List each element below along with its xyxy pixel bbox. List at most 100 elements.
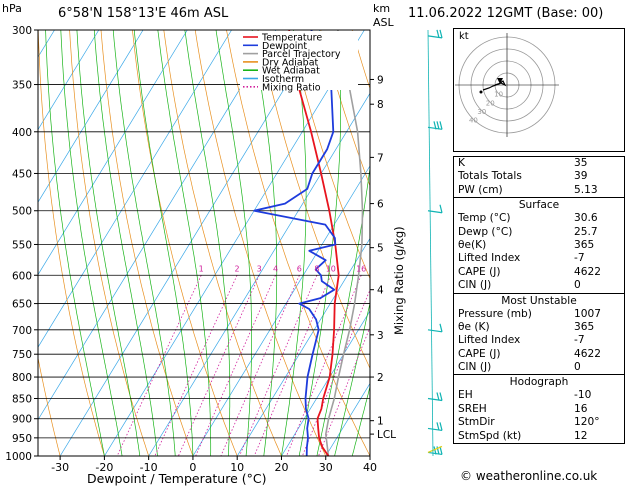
index-label: Totals Totals <box>458 170 522 183</box>
hodograph-stat-row: StmDir 120° <box>454 416 624 429</box>
mixing-ratio-label: 16 <box>356 264 366 273</box>
surface-label: Dewp (°C) <box>458 225 513 238</box>
dewpoint-profile <box>253 30 337 456</box>
altitude-tick-label: 4 <box>377 285 384 297</box>
hodograph-stat-row: SREH 16 <box>454 403 624 416</box>
dry-adiabat-line <box>288 30 370 280</box>
forecast-datetime: 11.06.2022 12GMT (Base: 00) <box>408 6 604 21</box>
surface-row: CAPE (J) 4622 <box>454 266 624 279</box>
surface-value: 30.6 <box>574 212 598 225</box>
pressure-tick-label: 800 <box>12 372 32 384</box>
surface-row: Temp (°C) 30.6 <box>454 212 624 225</box>
wind-barb <box>427 323 443 333</box>
index-value: 5.13 <box>574 183 598 196</box>
most-unstable-section-title: Most Unstable <box>454 292 624 308</box>
hodograph-ring-label: 20 <box>486 99 495 107</box>
isotherm-line <box>148 92 370 456</box>
altitude-tick-label: 1 <box>377 416 384 428</box>
index-row: Totals Totals 39 <box>454 170 624 183</box>
isotherm-line <box>38 30 100 131</box>
isotherm-line <box>59 30 321 456</box>
most-unstable-label: CIN (J) <box>458 361 492 374</box>
index-label: K <box>458 157 465 169</box>
hodograph-stat-value: 16 <box>574 402 588 415</box>
wet-adiabat-line <box>316 165 370 456</box>
pressure-tick-label: 1000 <box>5 451 32 463</box>
mixing-ratio-line <box>154 275 238 456</box>
mixing-ratio-line <box>178 275 260 456</box>
isotherm-line <box>38 30 277 421</box>
dry-adiabat-line <box>163 30 282 456</box>
wet-adiabat-line <box>112 30 176 456</box>
wind-barb <box>427 445 443 456</box>
isotherm-line <box>38 30 144 203</box>
hodograph-stat-value: -10 <box>574 389 592 402</box>
most-unstable-row: CIN (J) 0 <box>454 361 624 374</box>
surface-value: 365 <box>574 238 595 251</box>
wet-adiabat-line <box>215 30 252 456</box>
storm-motion-marker <box>497 78 503 84</box>
hodograph-stat-row: EH -10 <box>454 389 624 402</box>
mixing-ratio-line <box>253 275 332 456</box>
temperature-tick-label: -10 <box>140 461 158 474</box>
mixing-ratio-axis-title: Mixing Ratio (g/kg) <box>392 226 406 335</box>
mixing-ratio-label: 20 <box>371 264 381 273</box>
isotherm-line <box>0 30 10 456</box>
legend-entry: Dewpoint <box>262 41 307 52</box>
index-value: 39 <box>574 170 588 183</box>
most-unstable-row: Pressure (mb) 1007 <box>454 308 624 321</box>
parcel-trajectory <box>324 30 364 456</box>
most-unstable-row: θe (K) 365 <box>454 321 624 334</box>
isotherm-line <box>236 237 370 456</box>
wet-adiabat-line <box>60 30 123 456</box>
surface-section-title: Surface <box>454 197 624 212</box>
temperature-profile <box>288 30 340 456</box>
isotherm-line <box>281 310 370 456</box>
most-unstable-label: Pressure (mb) <box>458 307 532 320</box>
hodograph-stat-label: StmSpd (kt) <box>458 429 522 442</box>
altitude-tick-label: 3 <box>377 330 384 342</box>
hodograph-section-title: Hodograph <box>454 374 624 389</box>
altitude-tick-label: 7 <box>377 152 384 164</box>
altitude-tick-label: 2 <box>377 372 384 384</box>
pressure-tick-label: 900 <box>12 414 32 426</box>
pressure-tick-label: 350 <box>12 80 32 92</box>
legend-entry: Isotherm <box>262 74 304 85</box>
surface-label: Temp (°C) <box>458 212 511 225</box>
pressure-tick-label: 850 <box>12 393 32 405</box>
temperature-tick-label: 10 <box>230 461 244 474</box>
legend-entry: Temperature <box>261 33 322 44</box>
surface-label: CAPE (J) <box>458 265 501 278</box>
surface-value: 25.7 <box>574 225 598 238</box>
hodograph-stat-label: EH <box>458 389 473 402</box>
pressure-tick-label: 750 <box>12 349 32 361</box>
altitude-tick-label: 5 <box>377 243 384 255</box>
hodograph-point <box>479 90 483 94</box>
index-row: K 35 <box>454 157 624 170</box>
hodograph-stat-row: StmSpd (kt) 12 <box>454 430 624 443</box>
hodograph-trace <box>482 80 507 91</box>
surface-row: Lifted Index -7 <box>454 252 624 265</box>
copyright-credit: © weatheronline.co.uk <box>460 469 598 483</box>
wind-barb <box>427 422 443 432</box>
wet-adiabat-line <box>251 30 278 456</box>
surface-row: θe(K) 365 <box>454 239 624 252</box>
mixing-ratio-label: 2 <box>234 264 239 273</box>
pressure-tick-label: 650 <box>12 299 32 311</box>
surface-row: CIN (J) 0 <box>454 279 624 292</box>
altitude-tick-label: LCL <box>377 429 396 441</box>
altitude-tick-label: 9 <box>377 74 384 86</box>
pressure-tick-label: 600 <box>12 270 32 282</box>
temperature-tick-label: 20 <box>274 461 288 474</box>
mixing-ratio-line <box>302 288 370 456</box>
altitude-tick-label: 6 <box>377 199 384 211</box>
most-unstable-value: 1007 <box>574 307 601 320</box>
mixing-ratio-label: 10 <box>326 264 336 273</box>
pressure-tick-label: 500 <box>12 206 32 218</box>
wind-barb <box>427 392 443 402</box>
temperature-tick-label: -30 <box>51 461 69 474</box>
pressure-tick-label: 950 <box>12 433 32 445</box>
most-unstable-value: -7 <box>574 334 585 347</box>
surface-label: Lifted Index <box>458 252 521 265</box>
